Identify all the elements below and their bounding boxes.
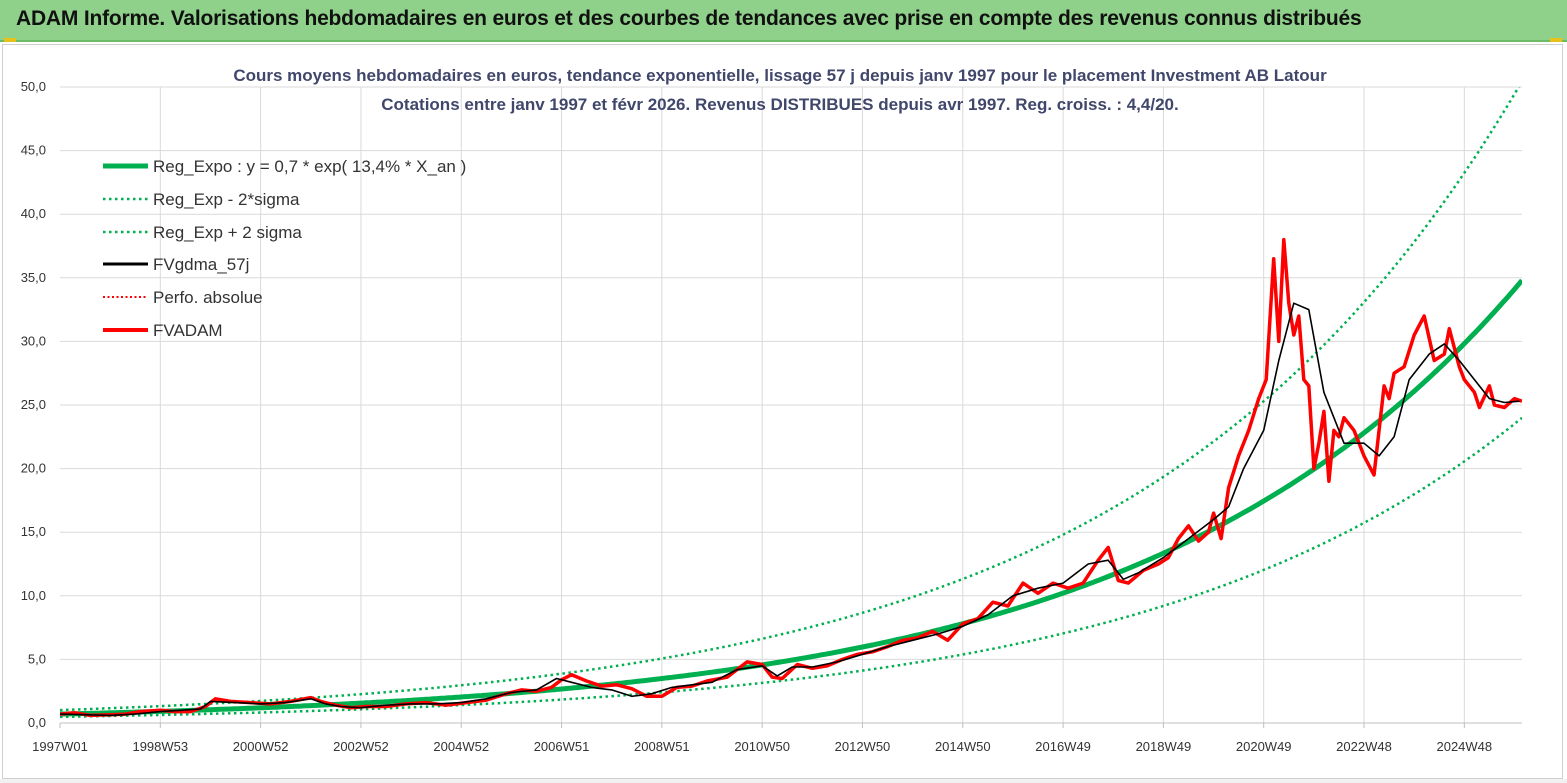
- x-tick-label: 2012W50: [835, 739, 891, 754]
- x-tick-label: 2018W49: [1136, 739, 1192, 754]
- series-reg-minus-2sigma: [60, 416, 1522, 719]
- y-tick-label: 40,0: [21, 206, 46, 221]
- y-tick-label: 0,0: [28, 715, 46, 730]
- x-tick-label: 2020W49: [1236, 739, 1292, 754]
- series-reg-expo: [60, 278, 1522, 717]
- chart-subtitle: Cotations entre janv 1997 et févr 2026. …: [381, 95, 1178, 114]
- x-tick-label: 2024W48: [1436, 739, 1492, 754]
- legend-label-reg-expo: Reg_Expo : y = 0,7 * exp( 13,4% * X_an ): [153, 157, 466, 176]
- chart-frame: [2, 44, 1563, 779]
- x-tick-label: 2006W51: [534, 739, 590, 754]
- y-tick-label: 45,0: [21, 143, 46, 158]
- series: [60, 87, 1522, 719]
- x-tick-label: 2014W50: [935, 739, 991, 754]
- legend: Reg_Expo : y = 0,7 * exp( 13,4% * X_an )…: [103, 157, 466, 340]
- legend-label-reg-minus: Reg_Exp - 2*sigma: [153, 190, 300, 209]
- legend-label-perfo: Perfo. absolue: [153, 288, 263, 307]
- header-bar: ADAM Informe. Valorisations hebdomadaire…: [0, 0, 1567, 42]
- legend-label-fvgdma: FVgdma_57j: [153, 255, 249, 274]
- y-tick-label: 35,0: [21, 270, 46, 285]
- series-fvadam: [60, 237, 1522, 718]
- y-tick-label: 5,0: [28, 651, 46, 666]
- x-tick-label: 2002W52: [333, 739, 389, 754]
- series-fvgdma-57j: [60, 302, 1520, 717]
- x-tick-labels: 1997W01 1998W53 2000W52 2002W52 2004W52 2006W…: [32, 739, 1492, 754]
- corner-marker-left: [4, 38, 16, 42]
- corner-marker-right: [1550, 38, 1562, 42]
- legend-label-fvadam: FVADAM: [153, 321, 223, 340]
- grid: [60, 86, 1522, 723]
- header-title: ADAM Informe. Valorisations hebdomadaire…: [16, 7, 1362, 30]
- y-tick-label: 50,0: [21, 79, 46, 94]
- y-tick-label: 20,0: [21, 461, 46, 476]
- x-tick-label: 1998W53: [132, 739, 188, 754]
- y-tick-label: 30,0: [21, 333, 46, 348]
- y-tick-label: 15,0: [21, 524, 46, 539]
- y-tick-labels: 0,0 5,0 10,0 15,0 20,0 25,0 30,0 35,0 40,0 45,0 50…: [21, 79, 46, 730]
- x-tick-label: 2000W52: [233, 739, 289, 754]
- chart-title: Cours moyens hebdomadaires en euros, ten…: [233, 66, 1327, 85]
- y-tick-label: 25,0: [21, 397, 46, 412]
- x-tick-label: 2016W49: [1035, 739, 1091, 754]
- legend-label-reg-plus: Reg_Exp + 2 sigma: [153, 223, 302, 242]
- y-tick-label: 10,0: [21, 588, 46, 603]
- x-tick-label: 2004W52: [433, 739, 489, 754]
- axes: [59, 722, 1522, 728]
- x-tick-label: 2008W51: [634, 739, 690, 754]
- x-tick-label: 1997W01: [32, 739, 88, 754]
- x-tick-label: 2022W48: [1336, 739, 1392, 754]
- x-tick-label: 2010W50: [734, 739, 790, 754]
- bottom-strip: [0, 779, 1567, 783]
